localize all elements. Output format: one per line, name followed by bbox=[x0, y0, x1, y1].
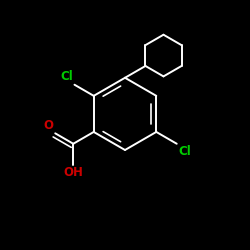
Text: O: O bbox=[44, 119, 54, 132]
Text: OH: OH bbox=[63, 166, 83, 179]
Text: Cl: Cl bbox=[60, 70, 73, 83]
Text: Cl: Cl bbox=[178, 145, 191, 158]
